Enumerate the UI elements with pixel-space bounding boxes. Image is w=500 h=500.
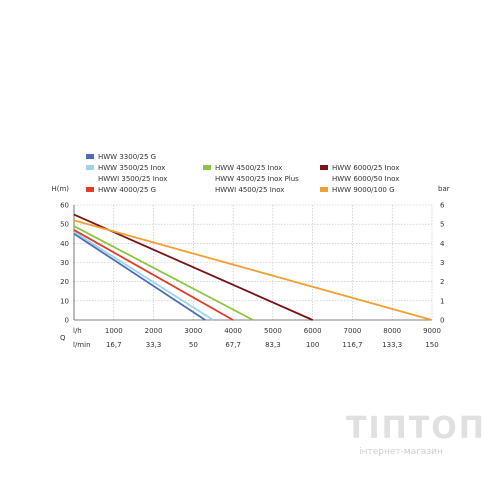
legend: HWW 3300/25 G HWW 3500/25 Inox HWWI 3500… bbox=[0, 0, 500, 200]
legend-label: HWW 4500/25 Inox bbox=[215, 164, 283, 172]
legend-item-hww-4000-25-g: HWW 4000/25 G bbox=[86, 186, 156, 195]
legend-item-hww-6000-50-inox: HWW 6000/50 Inox bbox=[320, 175, 399, 184]
x-tick-label: 1000 bbox=[105, 327, 123, 335]
y-tick-label: 10 bbox=[60, 297, 69, 305]
x-tick-label: 3000 bbox=[184, 327, 202, 335]
series-line bbox=[73, 232, 206, 321]
y-right-tick-label: 0 bbox=[440, 317, 444, 325]
y-right-tick-label: 3 bbox=[440, 259, 444, 267]
legend-item-hww-6000-25-inox: HWW 6000/25 Inox bbox=[320, 164, 399, 173]
legend-swatch bbox=[320, 187, 328, 192]
x-tick-label-lmin: 83,3 bbox=[265, 341, 281, 349]
q-label: Q bbox=[60, 334, 66, 342]
legend-label: HWW 6000/50 Inox bbox=[332, 175, 400, 183]
series-line bbox=[73, 219, 433, 321]
legend-item-hww-3500-25-inox: HWW 3500/25 Inox bbox=[86, 164, 165, 173]
legend-item-hww-4500-25-inox-plus: HWW 4500/25 Inox Plus bbox=[203, 175, 299, 184]
legend-label: HWW 4500/25 Inox Plus bbox=[215, 175, 299, 183]
y-right-tick-label: 5 bbox=[440, 221, 444, 229]
y-tick-label: 60 bbox=[60, 202, 69, 210]
series-line bbox=[73, 231, 214, 321]
watermark-logo: ТІПТОП bbox=[346, 411, 486, 446]
x-axis-label-lmin: l/min bbox=[73, 341, 91, 349]
x-tick-label: 4000 bbox=[224, 327, 242, 335]
legend-label: HWW 3300/25 G bbox=[98, 153, 157, 161]
watermark: ТІПТОП інтернет-магазин bbox=[346, 411, 486, 458]
watermark-subtitle: інтернет-магазин bbox=[359, 447, 443, 457]
y-right-axis-label: bar bbox=[438, 185, 450, 193]
y-tick-label: 50 bbox=[60, 221, 69, 229]
x-tick-label: 2000 bbox=[145, 327, 163, 335]
legend-item-hww-3300-25-g: HWW 3300/25 G bbox=[86, 153, 156, 162]
x-tick-label: 6000 bbox=[304, 327, 322, 335]
x-tick-label-lmin: 16,7 bbox=[106, 341, 122, 349]
y-axis-label: H(m) bbox=[51, 185, 69, 193]
legend-label: HWW 4000/25 G bbox=[98, 186, 157, 194]
x-tick-label-lmin: 33,3 bbox=[146, 341, 162, 349]
legend-swatch bbox=[203, 165, 211, 170]
y-tick-label: 20 bbox=[60, 278, 69, 286]
legend-label: HWWI 4500/25 Inox bbox=[215, 186, 285, 194]
series-line bbox=[73, 225, 254, 321]
x-tick-label-lmin: 133,3 bbox=[382, 341, 402, 349]
legend-swatch bbox=[320, 165, 328, 170]
y-right-tick-label: 2 bbox=[440, 278, 444, 286]
x-tick-label: 5000 bbox=[264, 327, 282, 335]
legend-label: HWW 6000/25 Inox bbox=[332, 164, 400, 172]
legend-label: HWWI 3500/25 Inox bbox=[98, 175, 168, 183]
y-tick-label: 0 bbox=[65, 317, 69, 325]
legend-swatch bbox=[86, 165, 94, 170]
legend-item-hww-9000-100-g: HWW 9000/100 G bbox=[320, 186, 395, 195]
series-line bbox=[73, 229, 234, 321]
y-tick-label: 40 bbox=[60, 240, 69, 248]
legend-swatch bbox=[86, 187, 94, 192]
legend-item-hwwi-3500-25-inox: HWWI 3500/25 Inox bbox=[86, 175, 167, 184]
x-tick-label: 9000 bbox=[423, 327, 441, 335]
legend-label: HWW 9000/100 G bbox=[332, 186, 395, 194]
x-tick-label-lmin: 150 bbox=[425, 341, 438, 349]
x-tick-label-lmin: 67,7 bbox=[225, 341, 241, 349]
y-right-tick-label: 4 bbox=[440, 240, 445, 248]
y-right-tick-label: 6 bbox=[440, 202, 445, 210]
legend-swatch bbox=[86, 154, 94, 159]
legend-item-hwwi-4500-25-inox: HWWI 4500/25 Inox bbox=[203, 186, 284, 195]
x-tick-label: 7000 bbox=[344, 327, 362, 335]
x-tick-label-lmin: 100 bbox=[306, 341, 319, 349]
y-right-tick-label: 1 bbox=[440, 297, 444, 305]
legend-label: HWW 3500/25 Inox bbox=[98, 164, 166, 172]
x-axis-label-lh: l/h bbox=[73, 327, 82, 335]
x-tick-label-lmin: 50 bbox=[189, 341, 198, 349]
y-tick-label: 30 bbox=[60, 259, 69, 267]
x-tick-label-lmin: 116,7 bbox=[342, 341, 362, 349]
x-tick-label: 8000 bbox=[383, 327, 401, 335]
legend-item-hww-4500-25-inox: HWW 4500/25 Inox bbox=[203, 164, 282, 173]
